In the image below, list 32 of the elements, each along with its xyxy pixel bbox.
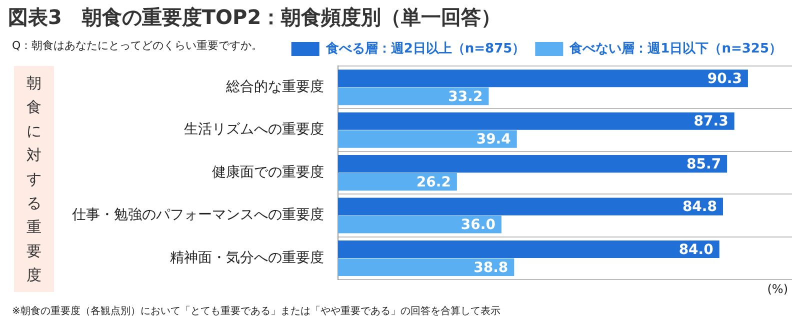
text: Q：朝食はあなたにとってどのくらい重要ですか。 — [12, 38, 263, 53]
data-label: 38.8 — [474, 260, 508, 276]
data-label: 39.4 — [476, 132, 512, 148]
bar — [338, 240, 720, 258]
data-label: 84.0 — [678, 242, 714, 258]
text: (%) — [767, 282, 788, 296]
data-label: 90.3 — [707, 71, 742, 88]
y-tick-label: 健康面での重要度 — [212, 164, 324, 180]
data-label: 85.7 — [686, 156, 722, 172]
text: ※朝食の重要度（各観点別）において「とても重要である」または「やや重要である」の回答を合算して表示 — [12, 304, 500, 318]
y-tick-label: 仕事・勉強のパフォーマンスへの重要度 — [71, 207, 324, 224]
legend-label: 食べる層：週2日以上（n=875） — [324, 41, 526, 56]
legend-label: 食べない層：週1日以下（n=325） — [568, 41, 782, 56]
bar — [338, 198, 723, 216]
chart-title: 図表3 朝食の重要度TOP2：朝食頻度別（単一回答） — [8, 4, 502, 31]
bar — [338, 88, 489, 106]
y-tick-label: 総合的な重要度 — [225, 79, 324, 95]
data-label: 33.2 — [448, 88, 483, 105]
bar — [338, 258, 514, 276]
bar — [338, 172, 457, 191]
data-label: 26.2 — [416, 174, 451, 190]
text: 朝食に対する重要度 — [26, 74, 42, 284]
data-label: 87.3 — [694, 114, 728, 130]
bar — [338, 130, 517, 148]
data-label: 36.0 — [460, 217, 496, 234]
bar — [338, 216, 502, 234]
y-tick-label: 生活リズムへの重要度 — [184, 122, 324, 138]
y-tick-label: 精神面・気分への重要度 — [170, 250, 324, 266]
bar — [338, 112, 734, 130]
bar — [338, 70, 748, 88]
data-label: 84.8 — [682, 199, 717, 216]
bar — [338, 155, 728, 173]
